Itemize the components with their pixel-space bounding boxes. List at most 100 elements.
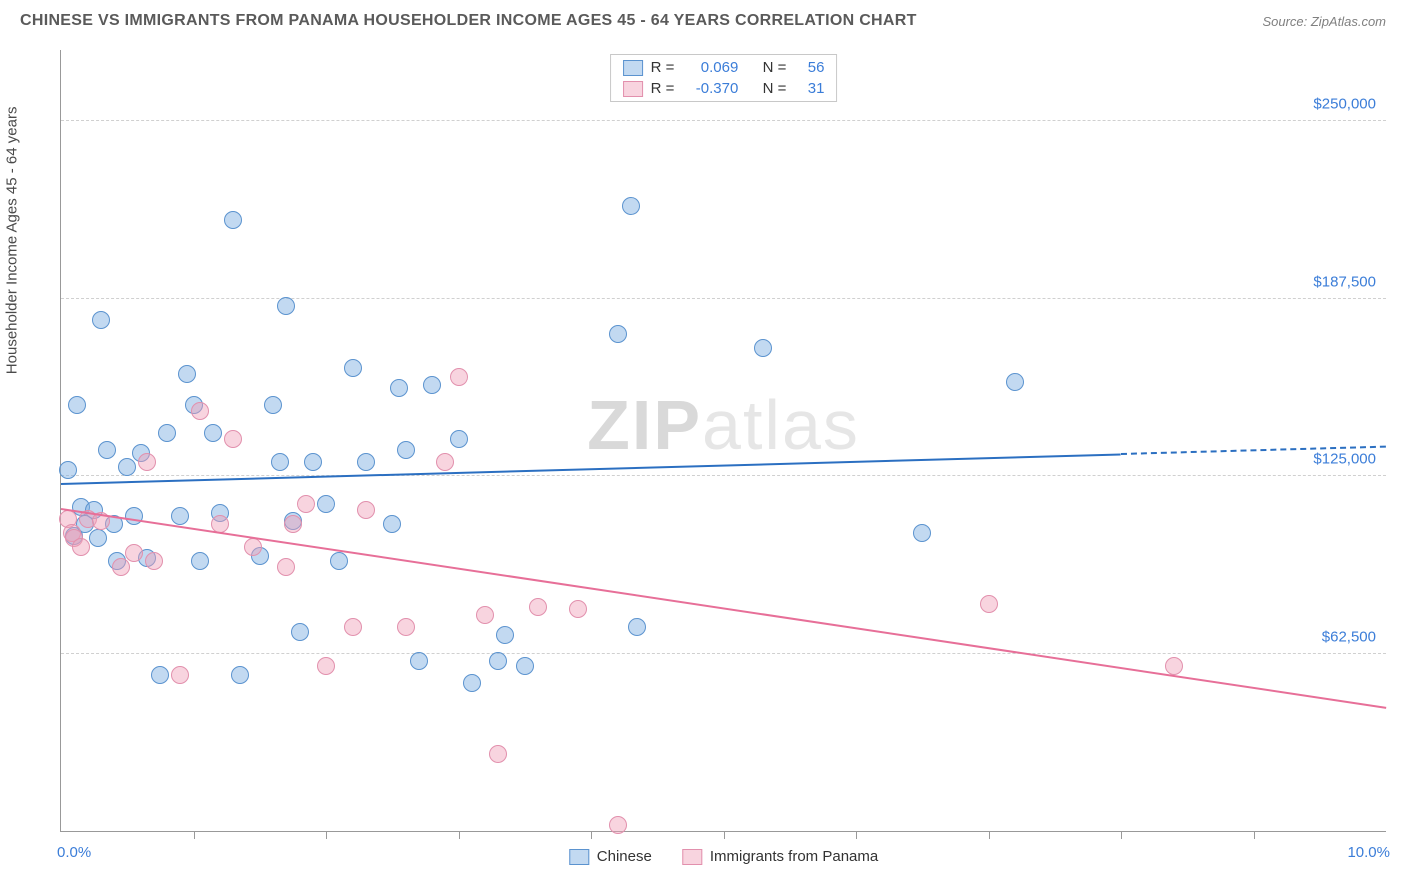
data-point: [145, 552, 163, 570]
data-point: [277, 297, 295, 315]
legend-swatch: [623, 60, 643, 76]
gridline: [61, 298, 1386, 299]
x-tick: [989, 831, 990, 839]
data-point: [1006, 373, 1024, 391]
data-point: [231, 666, 249, 684]
trend-line: [61, 453, 1121, 485]
data-point: [390, 379, 408, 397]
watermark-text-1: ZIP: [587, 386, 702, 464]
data-point: [529, 598, 547, 616]
data-point: [204, 424, 222, 442]
data-point: [92, 311, 110, 329]
data-point: [178, 365, 196, 383]
data-point: [496, 626, 514, 644]
data-point: [383, 515, 401, 533]
source-credit: Source: ZipAtlas.com: [1262, 14, 1386, 29]
stat-r-label: R =: [651, 80, 675, 97]
stats-legend: R =0.069 N =56R =-0.370 N =31: [610, 54, 838, 102]
data-point: [191, 402, 209, 420]
data-point: [291, 623, 309, 641]
data-point: [357, 453, 375, 471]
stat-r-value: -0.370: [682, 80, 738, 97]
data-point: [344, 359, 362, 377]
data-point: [244, 538, 262, 556]
data-point: [125, 544, 143, 562]
stat-n-value: 31: [794, 80, 824, 97]
y-axis-label: Householder Income Ages 45 - 64 years: [4, 107, 21, 375]
data-point: [317, 657, 335, 675]
data-point: [463, 674, 481, 692]
data-point: [68, 396, 86, 414]
data-point: [158, 424, 176, 442]
x-tick: [1254, 831, 1255, 839]
data-point: [125, 507, 143, 525]
data-point: [191, 552, 209, 570]
stats-legend-row: R =-0.370 N =31: [611, 78, 837, 99]
data-point: [410, 652, 428, 670]
data-point: [72, 538, 90, 556]
data-point: [284, 515, 302, 533]
data-point: [913, 524, 931, 542]
data-point: [297, 495, 315, 513]
x-tick: [591, 831, 592, 839]
data-point: [450, 430, 468, 448]
y-tick-label: $187,500: [1313, 273, 1376, 290]
data-point: [344, 618, 362, 636]
data-point: [1165, 657, 1183, 675]
x-axis-start-label: 0.0%: [57, 844, 91, 861]
y-tick-label: $125,000: [1313, 451, 1376, 468]
data-point: [622, 197, 640, 215]
data-point: [628, 618, 646, 636]
y-tick-label: $250,000: [1313, 96, 1376, 113]
data-point: [317, 495, 335, 513]
data-point: [277, 558, 295, 576]
data-point: [171, 507, 189, 525]
gridline: [61, 120, 1386, 121]
data-point: [397, 618, 415, 636]
x-axis-end-label: 10.0%: [1347, 844, 1390, 861]
data-point: [357, 501, 375, 519]
data-point: [423, 376, 441, 394]
data-point: [609, 816, 627, 834]
data-point: [980, 595, 998, 613]
data-point: [151, 666, 169, 684]
scatter-plot-area: ZIPatlas R =0.069 N =56R =-0.370 N =31 C…: [60, 50, 1386, 832]
data-point: [271, 453, 289, 471]
data-point: [112, 558, 130, 576]
chart-title: CHINESE VS IMMIGRANTS FROM PANAMA HOUSEH…: [20, 12, 917, 30]
stat-r-label: R =: [651, 59, 675, 76]
data-point: [304, 453, 322, 471]
stat-r-value: 0.069: [682, 59, 738, 76]
stat-n-value: 56: [794, 59, 824, 76]
data-point: [489, 652, 507, 670]
watermark: ZIPatlas: [587, 385, 860, 465]
data-point: [171, 666, 189, 684]
legend-swatch: [569, 849, 589, 865]
stats-legend-row: R = 0.069 N = 56: [611, 57, 837, 78]
trend-line: [61, 508, 1386, 709]
stat-n-label: N =: [763, 59, 787, 76]
data-point: [450, 368, 468, 386]
data-point: [59, 461, 77, 479]
data-point: [98, 441, 116, 459]
data-point: [118, 458, 136, 476]
x-tick: [326, 831, 327, 839]
data-point: [224, 430, 242, 448]
data-point: [569, 600, 587, 618]
data-point: [138, 453, 156, 471]
data-point: [89, 529, 107, 547]
gridline: [61, 653, 1386, 654]
data-point: [754, 339, 772, 357]
data-point: [330, 552, 348, 570]
data-point: [476, 606, 494, 624]
x-tick: [724, 831, 725, 839]
series-legend: ChineseImmigrants from Panama: [569, 848, 878, 865]
x-tick: [1121, 831, 1122, 839]
data-point: [609, 325, 627, 343]
watermark-text-2: atlas: [702, 386, 860, 464]
data-point: [516, 657, 534, 675]
y-tick-label: $62,500: [1322, 628, 1376, 645]
data-point: [436, 453, 454, 471]
x-tick: [459, 831, 460, 839]
data-point: [397, 441, 415, 459]
